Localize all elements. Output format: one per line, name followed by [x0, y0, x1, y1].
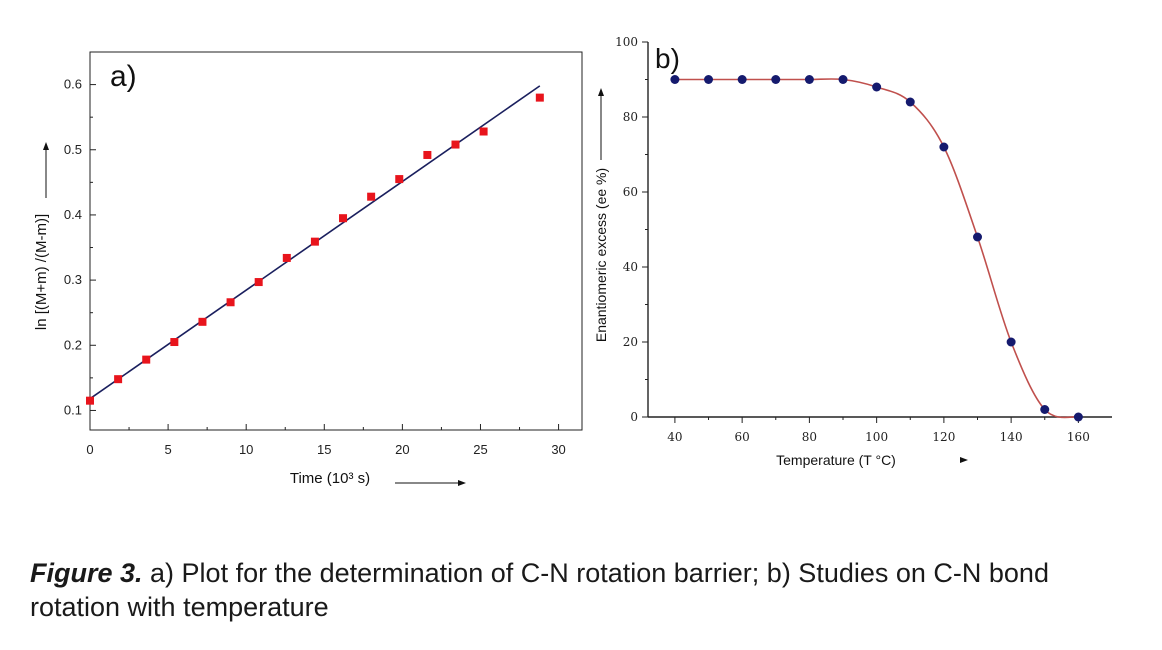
x-axis-arrow-icon	[960, 457, 968, 463]
data-point	[704, 75, 714, 84]
y-tick-label: 0	[630, 410, 638, 424]
x-tick-label: 40	[667, 430, 682, 444]
data-point	[670, 75, 680, 84]
series-curve	[674, 78, 1079, 419]
chart-a: 0 5 10 15 20 25 30 0.1 0.2 0.3 0.4 0.5 0.6 a) Time (10…	[33, 51, 583, 487]
y-axis-arrow-icon	[43, 142, 49, 150]
data-point	[254, 278, 263, 287]
y-axis-label: ln [(M+m) /(M-m)]	[33, 214, 50, 330]
y-tick-label: 0.2	[64, 337, 82, 352]
data-point	[479, 127, 488, 136]
data-point	[973, 232, 983, 242]
y-tick-label: 60	[623, 185, 638, 199]
data-point	[198, 317, 207, 326]
figure-canvas: 0 5 10 15 20 25 30 0.1 0.2 0.3 0.4 0.5 0.6 a) Time (10…	[33, 35, 1112, 487]
data-point	[114, 375, 123, 384]
data-point	[451, 140, 460, 149]
x-tick-label: 0	[86, 442, 93, 457]
y-tick-label: 100	[615, 35, 638, 49]
x-axis-arrow-icon	[458, 480, 466, 486]
chart-b: 40 60 80 100 120 140 160 0 20 40 60 80 100 b) Temperat…	[593, 35, 1112, 468]
data-point	[395, 175, 404, 184]
y-tick-label: 0.1	[64, 402, 82, 417]
x-tick-label: 10	[239, 442, 253, 457]
x-axis-label: Time (10³ s)	[290, 470, 370, 487]
y-axis-arrow-icon	[598, 88, 604, 96]
x-tick-label: 15	[317, 442, 331, 457]
panel-label-b: b)	[655, 43, 680, 74]
data-point	[771, 75, 781, 84]
x-tick-label: 60	[735, 430, 750, 444]
data-point	[737, 75, 747, 84]
figure-caption: Figure 3. a) Plot for the determination …	[30, 556, 1140, 624]
data-point	[535, 93, 544, 102]
x-tick-label: 160	[1067, 430, 1090, 444]
data-point	[310, 237, 319, 246]
x-tick-label: 30	[551, 442, 565, 457]
x-tick-label: 20	[395, 442, 409, 457]
data-point	[170, 338, 179, 347]
data-point	[1006, 337, 1016, 347]
y-tick-label: 20	[623, 335, 638, 349]
data-point	[339, 214, 348, 223]
data-point	[939, 142, 949, 152]
x-tick-label: 100	[865, 430, 888, 444]
y-tick-label: 40	[623, 260, 638, 274]
data-point	[423, 150, 432, 159]
caption-text: a) Plot for the determination of C-N rot…	[30, 558, 1049, 622]
data-point	[367, 192, 376, 201]
data-point	[872, 82, 882, 92]
y-tick-label: 0.6	[64, 77, 82, 92]
y-tick-label: 0.5	[64, 142, 82, 157]
x-tick-label: 80	[802, 430, 817, 444]
data-point	[838, 75, 848, 84]
data-point	[86, 396, 94, 405]
figure-label: Figure 3.	[30, 558, 143, 588]
x-tick-label: 120	[932, 430, 955, 444]
panel-label-a: a)	[110, 60, 137, 93]
plot-frame	[89, 51, 583, 431]
y-tick-label: 0.4	[64, 207, 82, 222]
data-point	[1073, 412, 1083, 422]
data-point	[226, 298, 235, 307]
x-axis-label: Temperature (T °C)	[776, 452, 896, 468]
data-point	[1040, 405, 1050, 414]
x-tick-label: 25	[473, 442, 487, 457]
data-point	[905, 97, 915, 107]
data-point	[804, 75, 814, 84]
y-axis-label: Enantiomeric excess (ee %)	[593, 168, 609, 342]
data-point	[142, 355, 151, 364]
y-tick-label: 0.3	[64, 272, 82, 287]
y-tick-label: 80	[623, 110, 638, 124]
x-tick-label: 140	[1000, 430, 1023, 444]
x-tick-label: 5	[164, 442, 171, 457]
data-point	[282, 253, 291, 262]
